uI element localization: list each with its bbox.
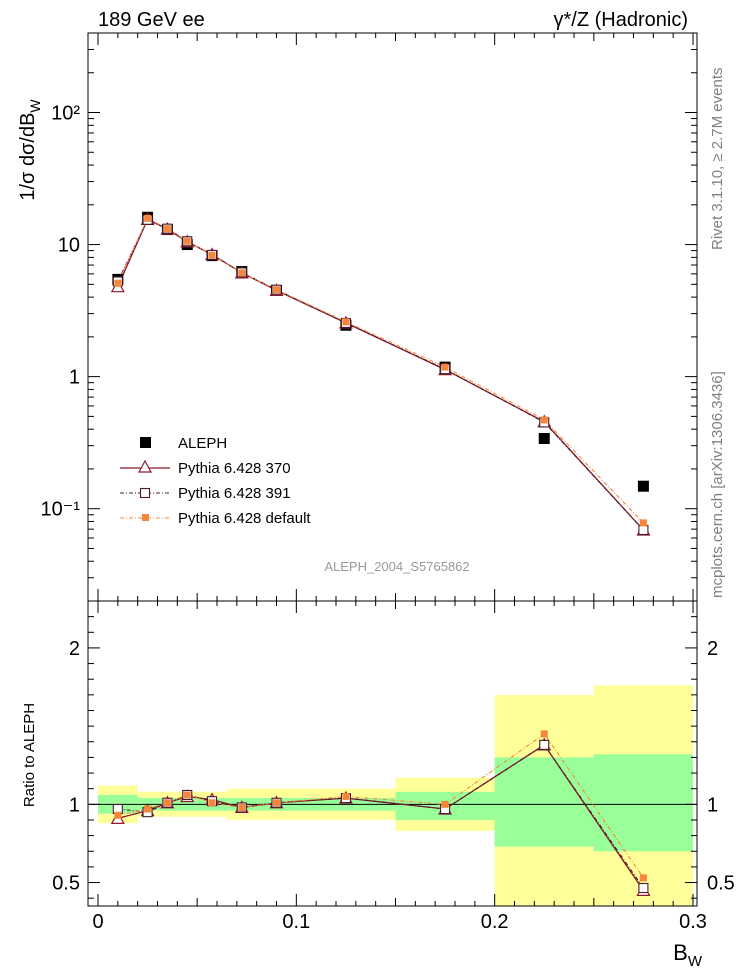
main-y-axis-label: 1/σ dσ/dBW [17, 99, 43, 201]
ratio-y-tick-label-left: 0.5 [52, 873, 80, 895]
main-point-391 [638, 524, 649, 536]
main-point-aleph [538, 433, 550, 445]
x-tick-label: 0 [92, 911, 103, 933]
ratio-series-layer [110, 730, 651, 896]
x-tick-label: 0.2 [481, 911, 509, 933]
ratio-point-391 [539, 739, 550, 750]
legend-label-aleph: ALEPH [178, 435, 227, 452]
main-point-default [183, 237, 191, 245]
legend-label-391: Pythia 6.428 391 [178, 485, 291, 502]
x-axis-label: BW [673, 940, 703, 970]
main-line-391 [117, 219, 644, 531]
ratio-point-default [114, 811, 122, 819]
x-tick-label: 0.1 [282, 911, 310, 933]
ratio-bands-layer [88, 685, 697, 906]
main-point-default [540, 416, 548, 424]
main-line-370 [117, 218, 644, 531]
ratio-point-default [238, 803, 246, 811]
main-y-tick-label: 10⁻¹ [41, 499, 81, 521]
main-point-default [639, 519, 647, 527]
ratio-y-tick-label-right: 2 [707, 638, 718, 660]
legend-marker-391 [139, 487, 151, 499]
main-point-aleph [637, 480, 649, 492]
main-line-default [117, 217, 644, 524]
legend-marker-aleph [140, 437, 151, 448]
main-plot-area: 10⁻¹ 1 10 10² [41, 32, 698, 602]
mcplots-label: mcplots.cern.ch [arXiv:1306.3436] [709, 371, 726, 598]
main-point-default [144, 214, 152, 222]
ratio-y-tick-label-right: 1 [707, 794, 718, 816]
main-y-tick-label: 10² [51, 103, 80, 125]
legend-marker-370 [137, 459, 153, 473]
ratio-point-391 [638, 882, 649, 894]
ratio-frame [87, 600, 698, 907]
ratio-point-default [441, 800, 449, 808]
ratio-point-default [273, 799, 280, 807]
main-point-default [208, 251, 216, 259]
header-left-title: 189 GeV ee [98, 9, 205, 31]
ratio-point-default [639, 874, 647, 882]
ratio-point-default [342, 793, 350, 801]
ratio-point-default [183, 791, 191, 799]
legend-marker-default [142, 514, 149, 521]
legend: ALEPH Pythia 6.428 370 Pythia 6.428 391 … [120, 435, 311, 527]
ratio-point-default [208, 799, 216, 807]
ratio-point-default [144, 805, 152, 813]
ratio-y-tick-label-right: 0.5 [707, 873, 735, 895]
ratio-plot-area: 0.5 0.5 1 1 2 2 0 0.1 0.2 0.3 [52, 600, 735, 933]
main-y-tick-label: 10 [58, 235, 80, 257]
ratio-y-tick-label-left: 2 [69, 638, 80, 660]
ratio-ticks-layer: 0.5 0.5 1 1 2 2 0 0.1 0.2 0.3 [52, 601, 735, 933]
legend-label-370: Pythia 6.428 370 [178, 460, 291, 477]
ratio-inner-band [593, 754, 693, 852]
legend-label-default: Pythia 6.428 default [178, 510, 311, 527]
main-point-default [441, 363, 449, 371]
main-point-default [342, 318, 350, 326]
ratio-y-tick-label-left: 1 [69, 794, 80, 816]
ratio-point-default [163, 799, 171, 807]
header-right-title: γ*/Z (Hadronic) [554, 9, 688, 31]
rivet-label: Rivet 3.1.10, ≥ 2.7M events [709, 68, 726, 251]
main-point-default [238, 269, 246, 277]
main-point-default [163, 225, 171, 233]
analysis-label: ALEPH_2004_S5765862 [324, 559, 469, 574]
main-point-default [114, 279, 122, 287]
ratio-point-default [540, 730, 548, 738]
main-point-default [273, 286, 280, 294]
ratio-inner-band [494, 757, 594, 847]
main-y-tick-label: 1 [69, 367, 80, 389]
x-tick-label: 0.3 [679, 911, 707, 933]
main-series-layer [110, 211, 651, 536]
ratio-y-axis-label: Ratio to ALEPH [21, 703, 38, 807]
main-ticks-layer: 10⁻¹ 1 10 10² [41, 33, 697, 601]
